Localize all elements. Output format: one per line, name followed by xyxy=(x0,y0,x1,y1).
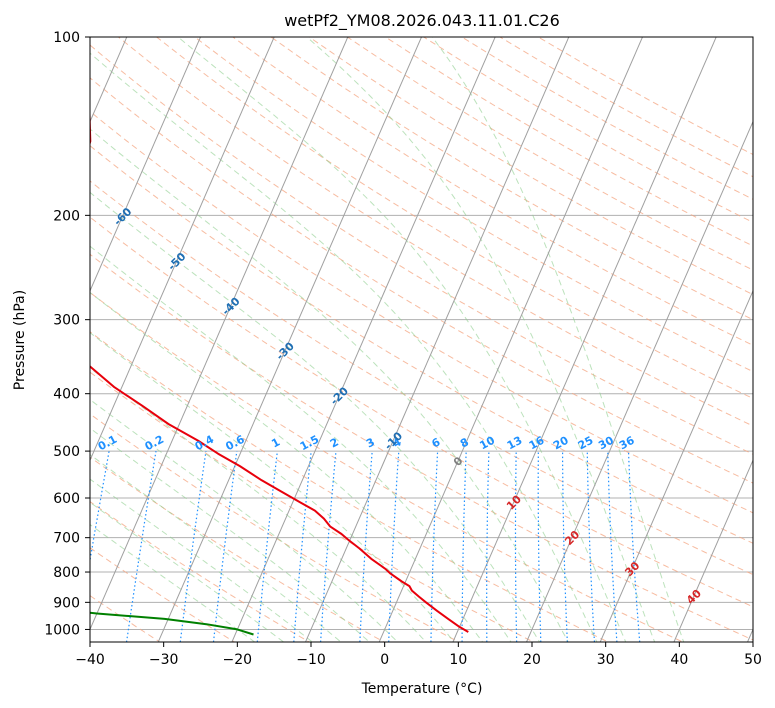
x-tick-label: 0 xyxy=(380,652,389,668)
mixing-ratio-line xyxy=(359,451,373,642)
mixing-ratio-line xyxy=(537,451,542,642)
moist-adiabat xyxy=(90,331,455,642)
dry-adiabat xyxy=(90,413,460,642)
temperature-profile xyxy=(90,112,469,633)
mixing-ratio-label: 25 xyxy=(576,434,596,453)
isotherm-line xyxy=(673,459,753,642)
mixing-ratio-label: 30 xyxy=(596,434,616,453)
moist-adiabat xyxy=(90,427,371,642)
isotherm-line xyxy=(304,37,570,642)
moist-adiabat xyxy=(90,245,512,642)
mixing-ratio-label: 20 xyxy=(551,434,571,453)
mixing-ratio-line xyxy=(388,451,400,642)
dry-adiabat xyxy=(90,110,753,514)
y-tick-label: 700 xyxy=(53,531,80,547)
x-tick-label: 20 xyxy=(523,652,541,668)
mixing-ratio-label: 16 xyxy=(527,434,547,453)
dry-adiabat xyxy=(90,216,753,608)
y-tick-label: 900 xyxy=(53,595,80,611)
dry-adiabat xyxy=(90,456,385,642)
y-tick-label: 200 xyxy=(53,208,80,224)
mixing-ratio-line xyxy=(562,451,568,642)
dry-adiabat xyxy=(90,44,753,455)
mixing-ratio-line xyxy=(293,451,312,642)
dry-adiabat xyxy=(90,547,236,642)
mixing-ratio-label: 36 xyxy=(617,434,637,453)
chart-title: wetPf2_YM08.2026.043.11.01.C26 xyxy=(284,11,560,31)
isotherm-line xyxy=(157,37,423,642)
isotherm-line xyxy=(231,37,496,642)
y-tick-label: 500 xyxy=(53,444,80,460)
mixing-ratio-label: 10 xyxy=(477,434,497,453)
mixing-ratio-line xyxy=(212,451,238,642)
x-tick-label: 10 xyxy=(449,652,467,668)
y-tick-label: 1000 xyxy=(44,622,80,638)
mixing-ratio-line xyxy=(607,451,618,642)
y-tick-label: 800 xyxy=(53,565,80,581)
moist-adiabat xyxy=(306,37,656,642)
isotherm-line xyxy=(90,37,128,123)
isotherm-line xyxy=(378,37,644,642)
mixing-ratio-line xyxy=(514,451,518,642)
mixing-ratio-line xyxy=(319,451,337,642)
mixing-ratio-line xyxy=(256,451,278,642)
axes: −40 −30 −20 −10 0 10 20 30 40 50 100 200 300 400 500 60… xyxy=(44,30,762,668)
dry-adiabat xyxy=(90,501,311,642)
plot-area xyxy=(90,37,753,642)
isotherm-line xyxy=(90,37,202,293)
x-tick-label: −30 xyxy=(149,652,179,668)
moist-adiabat xyxy=(431,37,685,642)
dry-adiabat xyxy=(193,37,753,373)
mixing-ratio-line xyxy=(430,451,439,642)
moist-adiabat xyxy=(90,523,256,642)
isotherm-line xyxy=(452,37,717,642)
x-tick-label: −20 xyxy=(223,652,253,668)
dry-adiabat xyxy=(90,371,535,642)
dry-adiabat xyxy=(90,253,753,641)
x-tick-label: 30 xyxy=(597,652,615,668)
moist-adiabat xyxy=(90,52,598,642)
mixing-ratio-label: 13 xyxy=(505,434,525,453)
moist-adiabat xyxy=(90,291,484,642)
dry-adiabat xyxy=(155,37,753,399)
moist-adiabat xyxy=(90,478,314,642)
plot-frame xyxy=(89,36,754,643)
y-axis-label: Pressure (hPa) xyxy=(12,290,28,390)
isotherm-line xyxy=(90,37,349,631)
mixing-ratio-line xyxy=(179,451,207,642)
moist-adiabat xyxy=(90,128,569,642)
isotherm-line xyxy=(599,289,753,642)
moist-adiabat xyxy=(90,398,399,642)
dry-adiabat xyxy=(90,77,753,484)
y-tick-label: 600 xyxy=(53,491,80,507)
x-tick-label: 50 xyxy=(744,652,762,668)
dry-adiabat xyxy=(270,37,753,321)
x-tick-label: −10 xyxy=(296,652,326,668)
y-tick-label: 300 xyxy=(53,313,80,329)
moist-adiabat xyxy=(90,367,427,642)
isotherm-line xyxy=(525,120,753,642)
mixing-ratio-line xyxy=(125,451,157,642)
x-tick-label: −40 xyxy=(75,652,105,668)
y-tick-label: 400 xyxy=(53,387,80,403)
isotherm-line xyxy=(90,37,275,462)
x-axis-label: Temperature (°C) xyxy=(361,681,483,697)
moist-adiabat xyxy=(90,501,285,642)
y-tick-label: 100 xyxy=(53,30,80,46)
mixing-ratio-line xyxy=(586,451,596,642)
mixing-ratio-line xyxy=(627,451,641,642)
mixing-ratio-line xyxy=(485,451,490,642)
x-tick-label: 40 xyxy=(670,652,688,668)
dry-adiabat xyxy=(90,145,753,544)
